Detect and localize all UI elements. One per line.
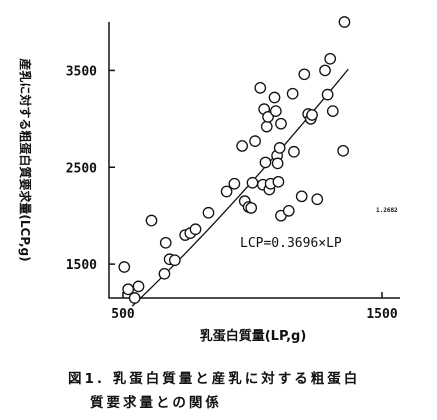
data-point xyxy=(324,52,337,65)
x-tick-label: 1500 xyxy=(366,307,397,322)
data-point xyxy=(145,214,158,227)
data-point xyxy=(189,223,202,236)
data-point xyxy=(259,156,272,169)
data-point xyxy=(337,144,349,157)
data-point xyxy=(311,193,324,206)
y-axis-label: 産乳に対する粗蛋白質要求量(LCP,g) xyxy=(18,58,33,261)
data-point xyxy=(245,202,258,214)
data-point xyxy=(202,206,215,219)
data-point xyxy=(168,254,181,267)
figure-caption-line1: 図1. 乳蛋白質量と産乳に対する粗蛋白 xyxy=(68,370,360,387)
data-point xyxy=(282,204,295,217)
plot-area: 1500 2500 3500 500 1500 xyxy=(66,16,400,322)
x-tick-label: 500 xyxy=(111,307,135,322)
data-point xyxy=(254,82,267,94)
data-point xyxy=(288,145,300,158)
data-point xyxy=(275,117,287,130)
data-point xyxy=(220,185,233,198)
data-point xyxy=(228,177,241,190)
data-point xyxy=(269,105,282,117)
equation-text: LCP=0.3696×LP xyxy=(240,236,342,251)
y-tick-label: 2500 xyxy=(66,161,97,176)
data-point xyxy=(298,68,311,81)
data-points xyxy=(118,16,351,304)
data-point xyxy=(249,135,261,147)
data-point xyxy=(326,105,339,117)
data-point xyxy=(286,87,299,100)
x-axis-label: 乳蛋白質量(LP,g) xyxy=(200,328,307,344)
figure-caption-line2: 質要求量との関係 xyxy=(90,394,222,411)
data-point xyxy=(319,64,331,77)
data-point xyxy=(159,236,172,249)
data-point xyxy=(122,283,135,296)
data-point xyxy=(295,190,308,203)
data-point xyxy=(262,111,274,123)
data-point xyxy=(260,120,273,133)
data-point xyxy=(246,176,259,189)
data-point xyxy=(306,109,318,121)
data-point xyxy=(118,261,131,273)
y-ticks: 1500 2500 3500 xyxy=(66,64,115,273)
x-ticks: 500 1500 xyxy=(111,292,398,322)
data-point xyxy=(338,16,351,28)
y-tick-label: 3500 xyxy=(66,64,97,79)
data-point xyxy=(128,292,141,304)
data-point xyxy=(271,157,284,170)
data-point xyxy=(272,175,285,188)
equation-exponent: 1.2682 xyxy=(376,207,398,214)
data-point xyxy=(273,142,286,154)
data-point xyxy=(236,140,248,152)
data-point xyxy=(158,267,171,280)
data-point xyxy=(321,88,334,101)
y-tick-label: 1500 xyxy=(66,258,97,273)
axis-frame xyxy=(108,22,400,299)
data-point xyxy=(132,280,145,293)
equation-annotation: LCP=0.3696×LP 1.2682 xyxy=(240,207,398,251)
data-point xyxy=(268,91,281,104)
